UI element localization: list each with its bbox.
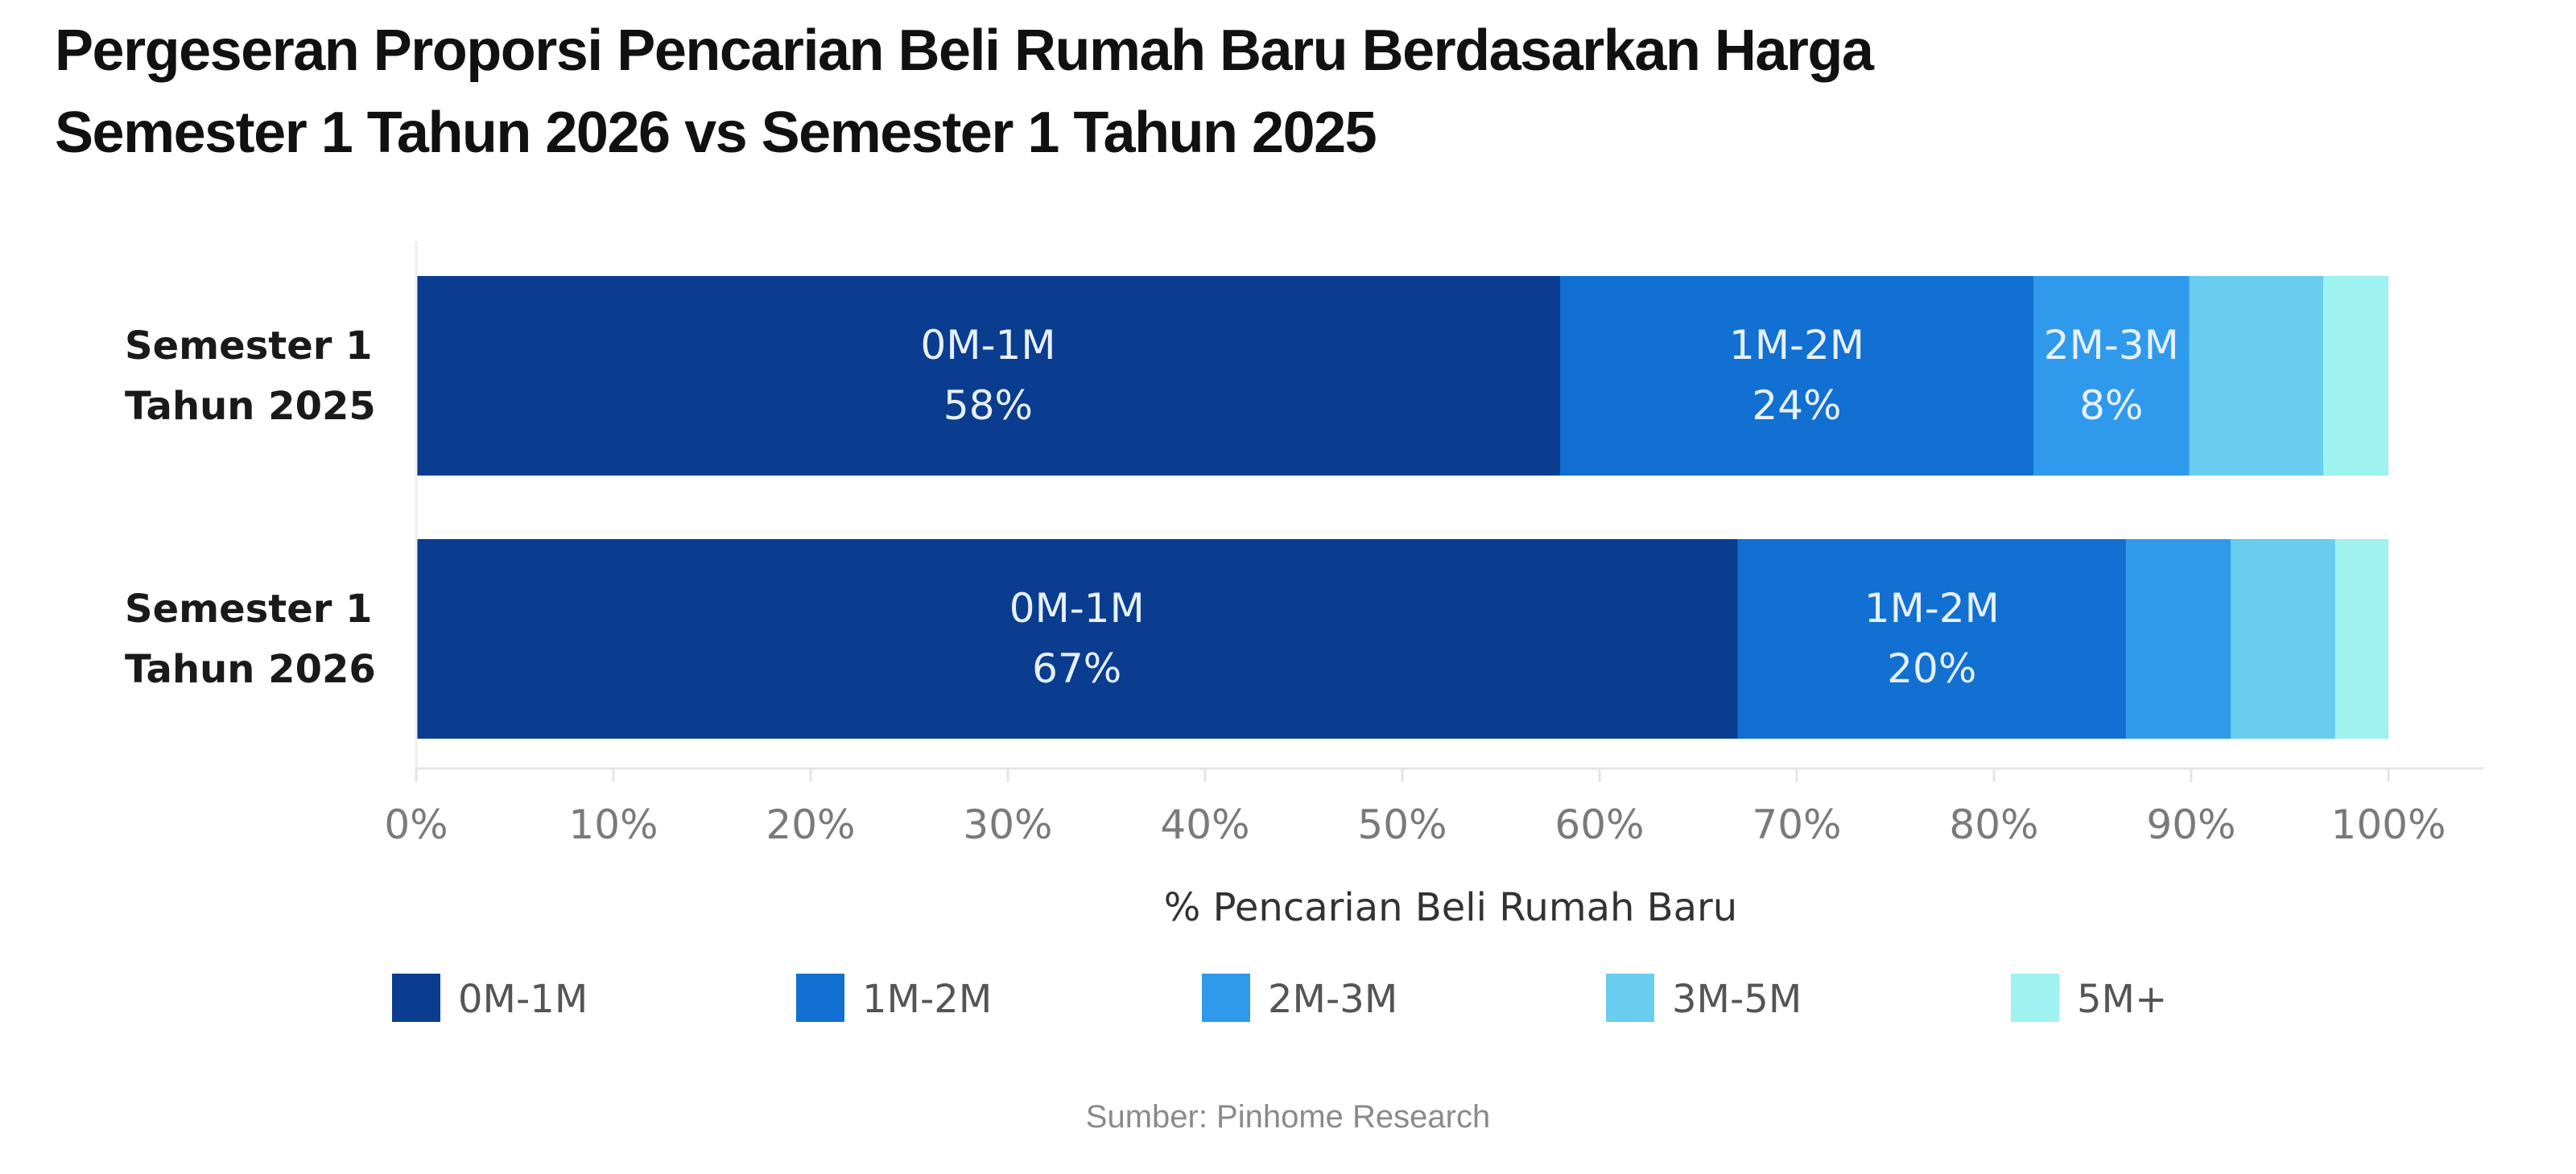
segment-name-label: 0M-1M	[921, 322, 1056, 369]
x-tick-label: 70%	[1752, 801, 1841, 848]
x-tick-label: 40%	[1160, 801, 1249, 848]
x-tick-label: 60%	[1554, 801, 1644, 848]
category-label-line-2: Tahun 2025	[125, 384, 376, 429]
segment-value-label: 20%	[1887, 645, 1976, 692]
segment-value-label: 58%	[943, 382, 1033, 429]
legend-label: 5M+	[2077, 977, 2167, 1022]
bar-segment-3m-5m-2	[2231, 539, 2335, 739]
bar-segment-1m-2m-2	[1737, 539, 2127, 739]
category-label-line-1: Semester 1	[125, 587, 373, 632]
bar-segment-5m--1	[2323, 276, 2388, 476]
legend-swatch-0m-1m	[392, 974, 440, 1022]
bars-layer: 0M-1M 58% 1M-2M 24% 2M-3M 8% 0M-1M 67% 1M-2M 20%	[416, 276, 2388, 739]
segment-value-label: 67%	[1032, 645, 1121, 692]
bar-segment-2m-3m-1	[2033, 276, 2190, 476]
category-labels: Semester 1 Tahun 2025 Semester 1 Tahun 2026	[125, 323, 376, 692]
x-tick-label: 0%	[384, 801, 448, 848]
source-note: Sumber: Pinhome Research	[1085, 1099, 1491, 1135]
bar-segment-5m--2	[2334, 539, 2388, 739]
legend-swatch-3m-5m	[1606, 974, 1654, 1022]
legend-label: 0M-1M	[458, 977, 588, 1022]
x-axis: 0% 10% 20% 30% 40% 50% 60% 70% 80% 90% 100%	[384, 241, 2483, 848]
bar-segment-1m-2m-1	[1560, 276, 2033, 476]
x-tick-label: 10%	[568, 801, 658, 848]
x-tick-label: 30%	[963, 801, 1052, 848]
x-tick-label: 20%	[766, 801, 855, 848]
category-label-line-2: Tahun 2026	[125, 647, 376, 692]
segment-name-label: 1M-2M	[1864, 585, 2000, 632]
segment-name-label: 2M-3M	[2044, 322, 2179, 369]
segment-value-label: 8%	[2079, 382, 2143, 429]
x-tick-label: 100%	[2331, 801, 2446, 848]
segment-value-label: 24%	[1752, 382, 1841, 429]
x-tick-label: 50%	[1357, 801, 1447, 848]
segment-name-label: 0M-1M	[1009, 585, 1145, 632]
x-tick-label: 80%	[1949, 801, 2038, 848]
bar-segment-3m-5m-1	[2189, 276, 2324, 476]
legend-swatch-2m-3m	[1202, 974, 1250, 1022]
x-tick-label: 90%	[2146, 801, 2235, 848]
bar-segment-0m-1m-2	[416, 539, 1738, 739]
legend-swatch-1m-2m	[796, 974, 844, 1022]
legend-label: 1M-2M	[862, 977, 992, 1022]
chart-subtitle: Semester 1 Tahun 2026 vs Semester 1 Tahu…	[55, 101, 1377, 165]
segment-name-label: 1M-2M	[1729, 322, 1864, 369]
legend-swatch-5m-	[2011, 974, 2059, 1022]
legend: 0M-1M 1M-2M 2M-3M 3M-5M 5M+	[392, 974, 2167, 1022]
bar-segment-0m-1m-1	[416, 276, 1560, 476]
x-axis-title: % Pencarian Beli Rumah Baru	[1164, 885, 1737, 930]
legend-label: 2M-3M	[1268, 977, 1397, 1022]
legend-label: 3M-5M	[1672, 977, 1802, 1022]
bar-segment-2m-3m-2	[2126, 539, 2231, 739]
chart-title: Pergeseran Proporsi Pencarian Beli Rumah…	[55, 19, 1874, 83]
category-label-line-1: Semester 1	[125, 323, 373, 369]
